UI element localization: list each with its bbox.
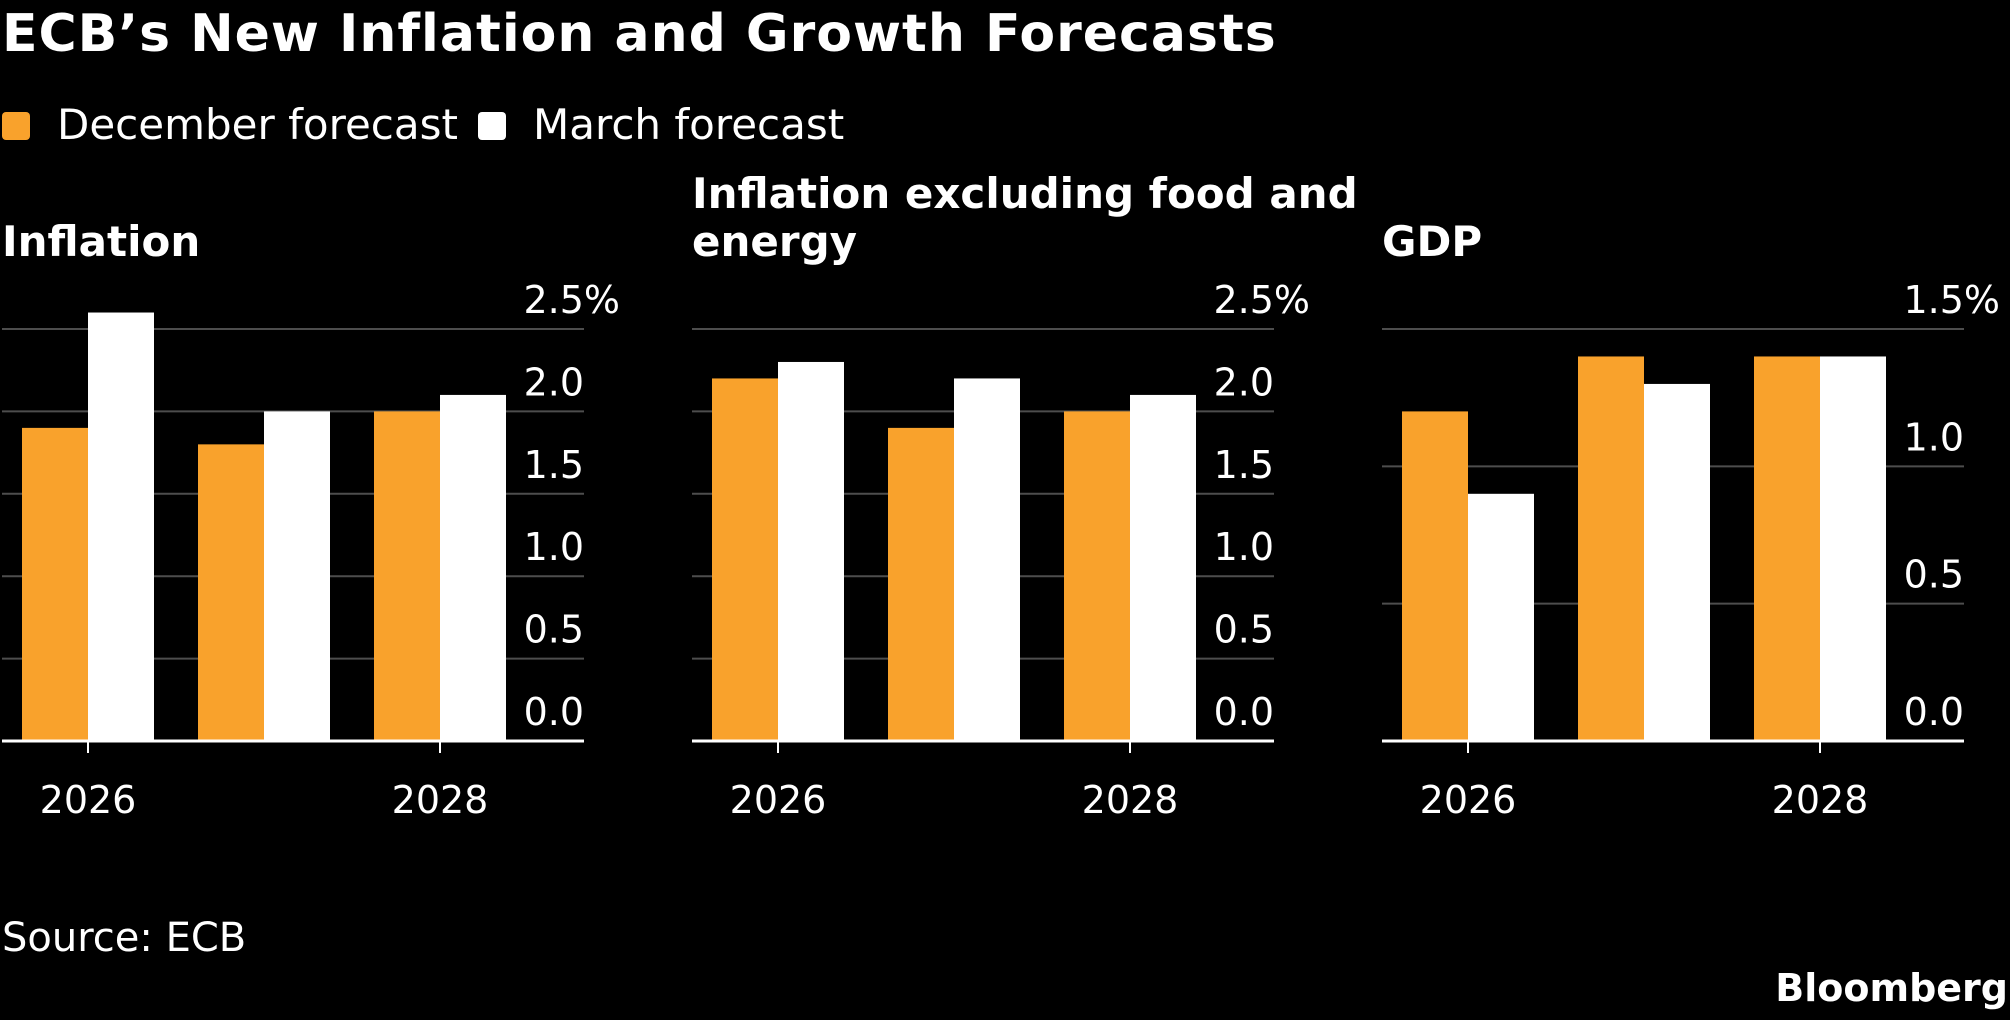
x-tick-label: 2028	[392, 778, 489, 822]
bar-march-2027	[1644, 383, 1710, 741]
legend-label-march: March forecast	[533, 100, 845, 149]
bar-march-2028	[1820, 356, 1886, 741]
legend-swatch-march	[478, 112, 506, 140]
bar-march-2026	[778, 361, 844, 741]
y-tick-label: 0.5	[1904, 553, 1964, 597]
panel-title-inflation: Inflation	[2, 218, 200, 266]
chart-core-inflation: 2026 2028 0.0 0.5 1.0 1.5 2.0 2.5%	[692, 278, 1310, 822]
panel-title-gdp-text: GDP	[1382, 217, 1483, 266]
bar-december-2027	[888, 427, 954, 741]
bar-march-2026	[1468, 493, 1534, 741]
panel-title-core-inflation-line-2: energy	[692, 217, 858, 266]
legend-label-december: December forecast	[57, 100, 458, 149]
bar-march-2027	[954, 378, 1020, 741]
y-tick-label: 2.5%	[1213, 278, 1310, 322]
x-tick-label: 2026	[40, 778, 137, 822]
x-tick-label: 2026	[730, 778, 827, 822]
y-tick-label: 0.5	[1214, 608, 1274, 652]
y-tick-label: 1.0	[1904, 415, 1964, 459]
bar-march-2028	[1130, 394, 1196, 741]
bar-december-2026	[22, 427, 88, 741]
bloomberg-logo: Bloomberg	[1775, 966, 2008, 1010]
bar-december-2027	[198, 444, 264, 741]
bar-december-2028	[374, 411, 440, 741]
y-tick-label: 2.0	[524, 360, 584, 404]
panel-title-inflation-text: Inflation	[2, 217, 201, 266]
chart-inflation: 2026 2028 0.0 0.5 1.0 1.5 2.0 2.5%	[2, 278, 620, 822]
y-tick-label: 1.5%	[1903, 278, 2000, 322]
y-tick-label: 2.0	[1214, 360, 1274, 404]
y-tick-label: 0.0	[524, 690, 584, 734]
y-tick-label: 0.5	[524, 608, 584, 652]
bar-march-2027	[264, 411, 330, 741]
x-tick-label: 2026	[1420, 778, 1517, 822]
y-tick-label: 1.5	[1214, 443, 1274, 487]
page-title: ECB’s New Inflation and Growth Forecasts	[2, 4, 1277, 64]
y-tick-label: 1.5	[524, 443, 584, 487]
y-tick-label: 0.0	[1904, 690, 1964, 734]
bar-december-2026	[1402, 411, 1468, 741]
x-tick-label: 2028	[1772, 778, 1869, 822]
panel-title-core-inflation: Inflation excluding food and energy	[692, 170, 1358, 266]
y-tick-label: 0.0	[1214, 690, 1274, 734]
x-tick-label: 2028	[1082, 778, 1179, 822]
legend-swatch-december	[2, 112, 30, 140]
bar-december-2026	[712, 378, 778, 741]
y-tick-label: 1.0	[524, 525, 584, 569]
bar-december-2027	[1578, 356, 1644, 741]
chart-gdp: 2026 2028 0.0 0.5 1.0 1.5%	[1382, 278, 2000, 822]
bar-march-2026	[88, 312, 154, 741]
bar-march-2028	[440, 394, 506, 741]
bar-december-2028	[1064, 411, 1130, 741]
y-tick-label: 2.5%	[523, 278, 620, 322]
source-note: Source: ECB	[2, 915, 247, 961]
y-tick-label: 1.0	[1214, 525, 1274, 569]
panel-title-core-inflation-line-1: Inflation excluding food and	[692, 169, 1358, 218]
panel-title-gdp: GDP	[1382, 218, 1482, 266]
bar-december-2028	[1754, 356, 1820, 741]
